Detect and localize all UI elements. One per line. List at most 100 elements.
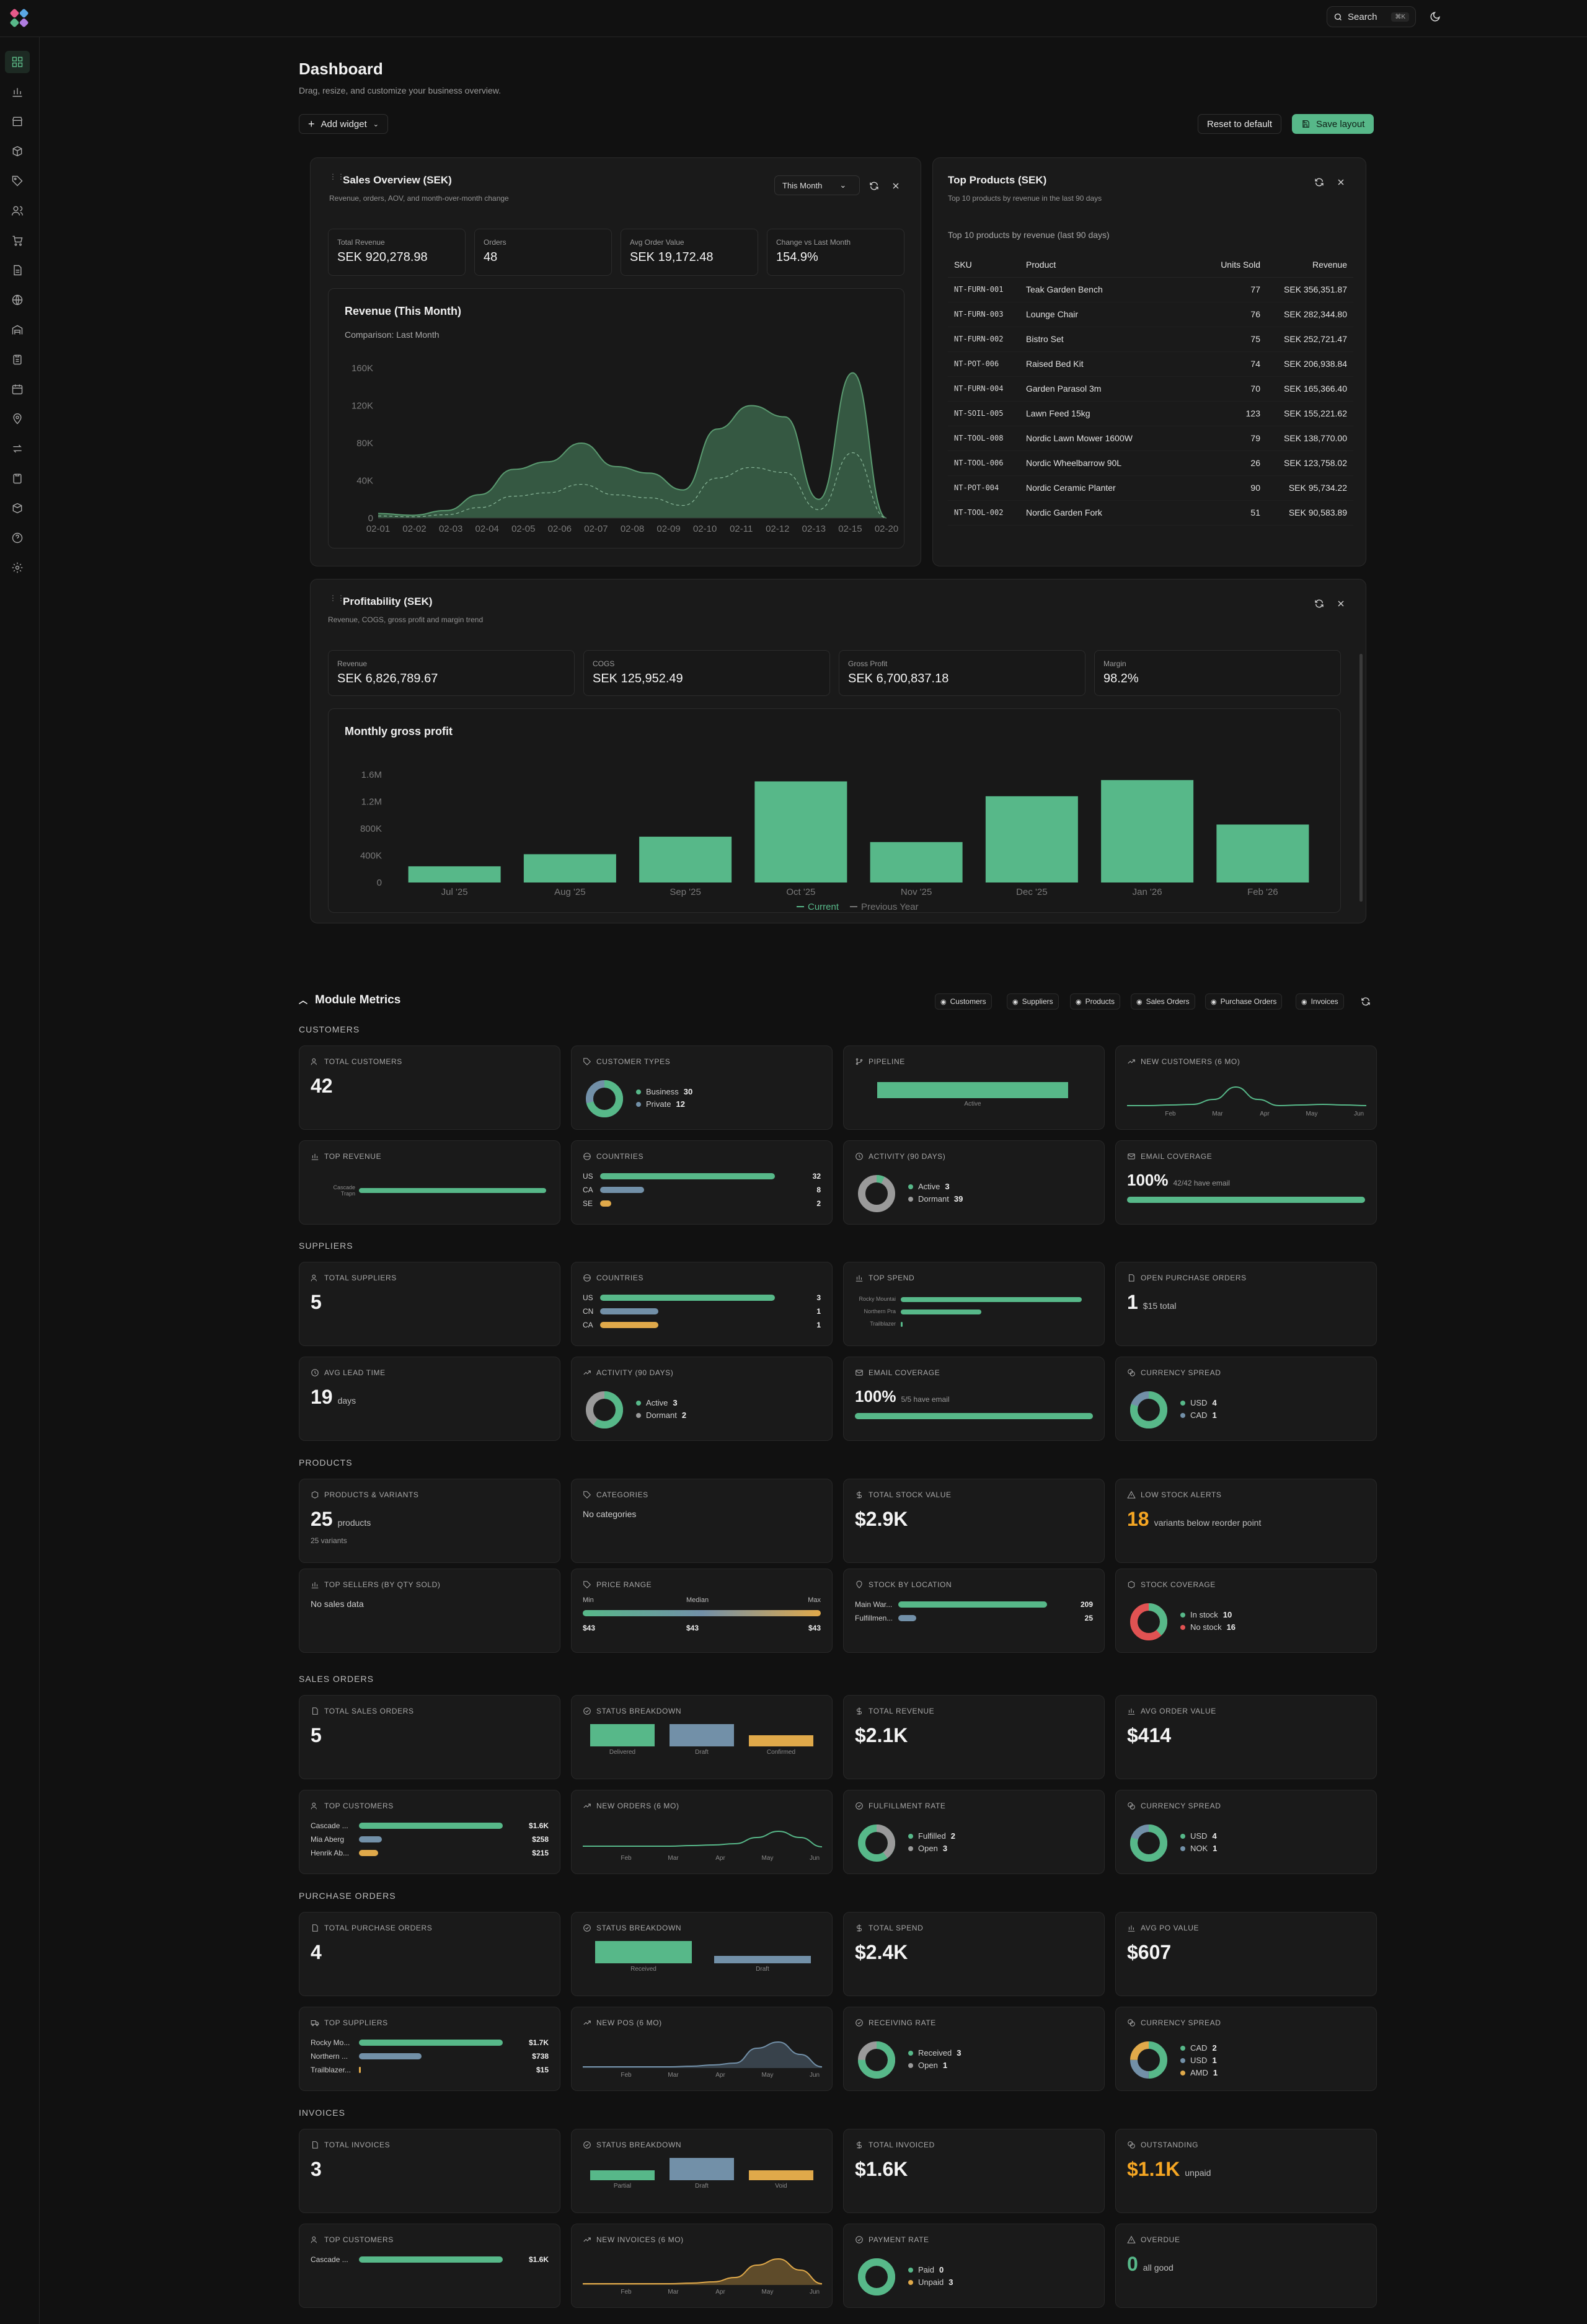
filter-chip-customers[interactable]: ◉ Customers (935, 993, 992, 1010)
scrollbar[interactable] (1359, 654, 1363, 902)
sidebar-item-products[interactable] (5, 140, 30, 162)
filter-chip-products[interactable]: ◉ Products (1070, 993, 1120, 1010)
card-pipeline[interactable]: PIPELINE Active (843, 1045, 1105, 1130)
card-top-suppliers[interactable]: TOP SUPPLIERS Rocky Mo... $1.7K Northern ..… (299, 2007, 560, 2091)
card-invoice-status[interactable]: STATUS BREAKDOWN Partial Draft Void (571, 2129, 833, 2213)
sidebar-item-packages[interactable] (5, 497, 30, 519)
card-avg-lead-time[interactable]: AVG LEAD TIME 19 days (299, 1357, 560, 1441)
save-layout-button[interactable]: Save layout (1292, 114, 1374, 134)
card-total-sales-orders[interactable]: TOTAL SALES ORDERS 5 (299, 1695, 560, 1779)
card-top-sellers[interactable]: TOP SELLERS (BY QTY SOLD) No sales data (299, 1569, 560, 1653)
sidebar-item-lists[interactable] (5, 467, 30, 490)
period-select[interactable]: This Month ⌄ (774, 175, 860, 195)
sidebar-item-warehouse[interactable] (5, 319, 30, 341)
table-row[interactable]: NT-POT-004 Nordic Ceramic Planter 90 SEK 95… (948, 475, 1353, 501)
card-so-top-customers[interactable]: TOP CUSTOMERS Cascade ... $1.6K Mia Aberg $2… (299, 1790, 560, 1874)
sidebar-item-store[interactable] (5, 110, 30, 133)
card-customer-countries[interactable]: COUNTRIES US 32 CA 8 SE 2 (571, 1140, 833, 1225)
table-row[interactable]: NT-FURN-003 Lounge Chair 76 SEK 282,344.80 (948, 302, 1353, 327)
card-so-total-revenue[interactable]: TOTAL REVENUE $2.1K (843, 1695, 1105, 1779)
card-low-stock-alerts[interactable]: LOW STOCK ALERTS 18 variants below reorder… (1115, 1479, 1377, 1563)
card-total-invoiced[interactable]: TOTAL INVOICED $1.6K (843, 2129, 1105, 2213)
card-email-coverage[interactable]: EMAIL COVERAGE 100% 42/42 have email (1115, 1140, 1377, 1225)
table-row[interactable]: NT-FURN-001 Teak Garden Bench 77 SEK 356,35… (948, 277, 1353, 302)
card-products-variants[interactable]: PRODUCTS & VARIANTS 25 products 25 variants (299, 1479, 560, 1563)
module-metrics-toggle[interactable]: ︿ Module Metrics (299, 993, 400, 1007)
sales-overview-widget[interactable]: ⋮⋮ Sales Overview (SEK) Revenue, orders,… (310, 157, 921, 566)
filter-chip-purchase-orders[interactable]: ◉ Purchase Orders (1205, 993, 1283, 1010)
reset-default-button[interactable]: Reset to default (1198, 114, 1282, 134)
card-customer-types[interactable]: CUSTOMER TYPES Business 30 Private 12 (571, 1045, 833, 1130)
card-avg-po-value[interactable]: AVG PO VALUE $607 (1115, 1912, 1377, 1996)
card-supplier-currency[interactable]: CURRENCY SPREAD USD 4 CAD 1 (1115, 1357, 1377, 1441)
card-stock-by-location[interactable]: STOCK BY LOCATION Main War... 209 Fulfillme… (843, 1569, 1105, 1653)
search-button[interactable]: Search ⌘K (1327, 6, 1416, 27)
sidebar-item-clipboard[interactable] (5, 348, 30, 371)
sidebar-item-analytics[interactable] (5, 81, 30, 103)
card-total-stock-value[interactable]: TOTAL STOCK VALUE $2.9K (843, 1479, 1105, 1563)
card-categories[interactable]: CATEGORIES No categories (571, 1479, 833, 1563)
sidebar-item-tags[interactable] (5, 170, 30, 192)
card-new-customers[interactable]: NEW CUSTOMERS (6 MO) Feb Mar Apr May Jun (1115, 1045, 1377, 1130)
card-open-purchase-orders[interactable]: OPEN PURCHASE ORDERS 1 $15 total (1115, 1262, 1377, 1346)
bar-current[interactable] (985, 796, 1078, 883)
close-widget-button[interactable] (1334, 175, 1348, 189)
table-row[interactable]: NT-POT-006 Raised Bed Kit 74 SEK 206,938.84 (948, 351, 1353, 377)
refresh-button[interactable] (867, 179, 881, 193)
refresh-button[interactable] (1312, 597, 1326, 610)
card-outstanding[interactable]: OUTSTANDING $1.1K unpaid (1115, 2129, 1377, 2213)
refresh-button[interactable] (1312, 175, 1326, 189)
sidebar-item-orders[interactable] (5, 229, 30, 252)
sidebar-item-help[interactable] (5, 527, 30, 549)
card-po-status[interactable]: STATUS BREAKDOWN Received Draft (571, 1912, 833, 1996)
card-total-purchase-orders[interactable]: TOTAL PURCHASE ORDERS 4 (299, 1912, 560, 1996)
card-po-currency[interactable]: CURRENCY SPREAD CAD 2 USD 1 AMD 1 (1115, 2007, 1377, 2091)
close-widget-button[interactable] (1334, 597, 1348, 610)
card-total-suppliers[interactable]: TOTAL SUPPLIERS 5 (299, 1262, 560, 1346)
close-widget-button[interactable] (889, 179, 903, 193)
sidebar-item-locations[interactable] (5, 408, 30, 430)
card-supplier-email-coverage[interactable]: EMAIL COVERAGE 100% 5/5 have email (843, 1357, 1105, 1441)
card-so-status[interactable]: STATUS BREAKDOWN Delivered Draft Confirmed (571, 1695, 833, 1779)
card-customer-activity[interactable]: ACTIVITY (90 DAYS) Active 3 Dormant 39 (843, 1140, 1105, 1225)
sidebar-item-settings[interactable] (5, 557, 30, 579)
bar-current[interactable] (754, 781, 847, 883)
card-top-spend[interactable]: TOP SPEND Rocky Mountai Northern Pra Trailb… (843, 1262, 1105, 1346)
table-row[interactable]: NT-FURN-004 Garden Parasol 3m 70 SEK 165,36… (948, 376, 1353, 402)
card-fulfillment-rate[interactable]: FULFILLMENT RATE Fulfilled 2 Open 3 (843, 1790, 1105, 1874)
card-stock-coverage[interactable]: STOCK COVERAGE In stock 10 No stock 16 (1115, 1569, 1377, 1653)
table-row[interactable]: NT-TOOL-006 Nordic Wheelbarrow 90L 26 SEK 1… (948, 451, 1353, 476)
bar-current[interactable] (639, 837, 732, 883)
sidebar-item-documents[interactable] (5, 259, 30, 281)
bar-current[interactable] (1216, 824, 1309, 883)
sidebar-item-customers[interactable] (5, 200, 30, 222)
card-price-range[interactable]: PRICE RANGE Min $43 Median $43 Max $43 (571, 1569, 833, 1653)
sidebar-item-globe[interactable] (5, 289, 30, 311)
drag-handle-icon[interactable]: ⋮⋮ (329, 172, 345, 181)
filter-chip-invoices[interactable]: ◉ Invoices (1296, 993, 1344, 1010)
filter-chip-suppliers[interactable]: ◉ Suppliers (1007, 993, 1059, 1010)
top-products-widget[interactable]: Top Products (SEK) Top 10 products by re… (932, 157, 1366, 566)
card-overdue[interactable]: OVERDUE 0 all good (1115, 2224, 1377, 2308)
table-row[interactable]: NT-TOOL-002 Nordic Garden Fork 51 SEK 90,58… (948, 500, 1353, 526)
card-supplier-countries[interactable]: COUNTRIES US 3 CN 1 CA 1 (571, 1262, 833, 1346)
sidebar-item-transfers[interactable] (5, 438, 30, 460)
table-row[interactable]: NT-FURN-002 Bistro Set 75 SEK 252,721.47 (948, 327, 1353, 352)
filter-chip-sales-orders[interactable]: ◉ Sales Orders (1131, 993, 1195, 1010)
card-avg-order-value[interactable]: AVG ORDER VALUE $414 (1115, 1695, 1377, 1779)
add-widget-button[interactable]: + Add widget ⌄ (299, 114, 388, 134)
app-logo-icon[interactable] (7, 6, 31, 30)
card-total-invoices[interactable]: TOTAL INVOICES 3 (299, 2129, 560, 2213)
table-row[interactable]: NT-SOIL-005 Lawn Feed 15kg 123 SEK 155,221.… (948, 401, 1353, 426)
card-payment-rate[interactable]: PAYMENT RATE Paid 0 Unpaid 3 (843, 2224, 1105, 2308)
card-so-currency[interactable]: CURRENCY SPREAD USD 4 NOK 1 (1115, 1790, 1377, 1874)
card-total-spend[interactable]: TOTAL SPEND $2.4K (843, 1912, 1105, 1996)
profitability-widget[interactable]: ⋮⋮ Profitability (SEK) Revenue, COGS, gr… (310, 579, 1366, 923)
card-receiving-rate[interactable]: RECEIVING RATE Received 3 Open 1 (843, 2007, 1105, 2091)
bar-current[interactable] (870, 842, 963, 883)
card-invoice-top-customers[interactable]: TOP CUSTOMERS Cascade ... $1.6K (299, 2224, 560, 2308)
card-new-orders[interactable]: NEW ORDERS (6 MO) Feb Mar Apr May Jun (571, 1790, 833, 1874)
theme-toggle-button[interactable] (1426, 7, 1444, 26)
card-new-pos[interactable]: NEW POS (6 MO) Feb Mar Apr May Jun (571, 2007, 833, 2091)
refresh-metrics-button[interactable] (1359, 995, 1373, 1008)
